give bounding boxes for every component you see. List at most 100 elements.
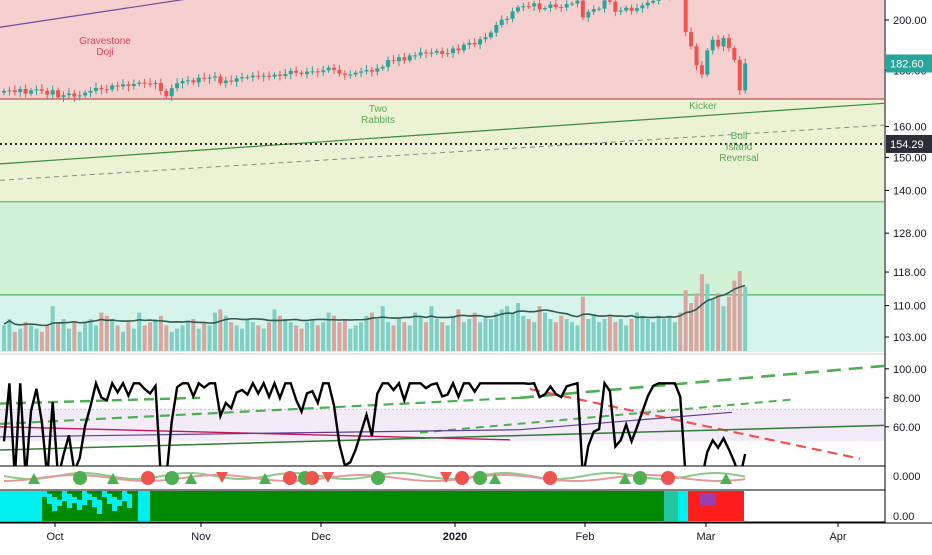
zone-yellow <box>0 99 884 202</box>
candle-body <box>180 81 185 84</box>
heatmap-cell <box>92 497 97 507</box>
volume-bar <box>645 319 650 351</box>
candle-body <box>456 48 461 51</box>
volume-bar <box>348 328 353 351</box>
heatmap-cell <box>77 500 82 510</box>
volume-bar <box>288 322 293 351</box>
pattern-annotation: Two <box>369 104 388 115</box>
candle-body <box>694 46 699 66</box>
volume-bar <box>256 325 261 351</box>
volume-bar <box>2 325 6 351</box>
heatmap-cell <box>72 497 77 503</box>
candle-body <box>93 87 98 91</box>
signal-marker <box>661 471 675 485</box>
volume-bar <box>716 293 721 351</box>
volume-bar <box>402 322 407 351</box>
volume-bar <box>223 315 228 351</box>
candle-body <box>413 55 418 57</box>
signal-marker <box>165 471 179 485</box>
osc-trend-solid <box>519 411 733 431</box>
candle-body <box>532 3 537 7</box>
candle-body <box>634 8 639 11</box>
signal-marker <box>543 471 557 485</box>
candle-body <box>689 32 694 47</box>
candle-body <box>23 89 28 94</box>
y-tick-label: 100.00 <box>893 364 927 376</box>
volume-bar <box>391 325 396 351</box>
volume-bar <box>478 322 483 351</box>
heatmap-segment <box>138 491 150 521</box>
candle-body <box>175 83 180 89</box>
candle-body <box>359 71 364 73</box>
candle-body <box>483 37 488 40</box>
candle-body <box>321 70 326 73</box>
candle-body <box>380 66 385 69</box>
candle-body <box>131 84 136 86</box>
candle-body <box>451 48 456 54</box>
volume-bar <box>499 309 504 351</box>
signal-marker <box>455 471 469 485</box>
candle-body <box>434 51 439 53</box>
candle-body <box>169 88 174 97</box>
candle-body <box>423 52 428 54</box>
signal-marker <box>473 471 487 485</box>
candle-body <box>716 39 721 47</box>
volume-bar <box>267 322 272 351</box>
last-price-label: 182.60 <box>890 58 924 70</box>
pattern-annotation: Rabbits <box>361 115 395 126</box>
candle-body <box>326 67 331 71</box>
candle-body <box>521 6 526 8</box>
y-tick-label: 200.00 <box>893 15 927 27</box>
volume-bar <box>672 322 677 351</box>
y-tick-label: 140.00 <box>893 185 927 197</box>
volume-bar <box>137 312 142 351</box>
candle-body <box>607 0 612 2</box>
candle-body <box>342 73 347 75</box>
pattern-annotation: Island <box>726 142 753 153</box>
candle-body <box>115 85 120 87</box>
candle-body <box>277 74 282 76</box>
y-tick-label: 128.00 <box>893 228 927 240</box>
oscillator-line <box>2 379 747 482</box>
volume-bar <box>689 303 694 351</box>
candle-body <box>272 74 277 77</box>
volume-bar <box>445 325 450 351</box>
candle-body <box>137 82 142 85</box>
candle-body <box>229 80 234 82</box>
candle-body <box>66 93 71 96</box>
candle-body <box>207 77 212 79</box>
y-tick-label: 80.00 <box>893 393 921 405</box>
time-axis: Oct Nov Dec 2020 Feb Mar Apr <box>0 522 932 543</box>
volume-bar <box>721 306 726 351</box>
heatmap-cell <box>700 493 716 505</box>
volume-bar <box>326 312 331 351</box>
y-tick-label: 110.00 <box>893 301 926 313</box>
candle-body <box>164 90 169 97</box>
candle-body <box>61 95 66 98</box>
volume-bar <box>575 325 580 351</box>
volume-bar <box>597 322 602 351</box>
volume-bar <box>699 274 704 351</box>
volume-bar <box>56 322 61 351</box>
heatmap-segment <box>0 491 42 521</box>
candle-body <box>586 11 591 18</box>
volume-bar <box>407 325 412 351</box>
candle-body <box>202 77 207 79</box>
candle-body <box>440 51 445 54</box>
candle-body <box>18 89 23 93</box>
volume-bar <box>543 312 547 351</box>
volume-bar <box>245 319 250 351</box>
volume-bar <box>34 328 39 351</box>
axis-bg <box>885 0 932 550</box>
signal-marker <box>107 473 119 484</box>
heatmap-cell <box>122 491 127 501</box>
candle-body <box>288 70 293 75</box>
volume-bar <box>580 296 585 351</box>
candle-body <box>375 68 380 72</box>
candle-body <box>494 25 499 33</box>
candle-body <box>99 87 104 90</box>
candle-body <box>12 90 17 93</box>
heatmap-segment <box>664 491 678 521</box>
volume-bar <box>164 325 169 351</box>
